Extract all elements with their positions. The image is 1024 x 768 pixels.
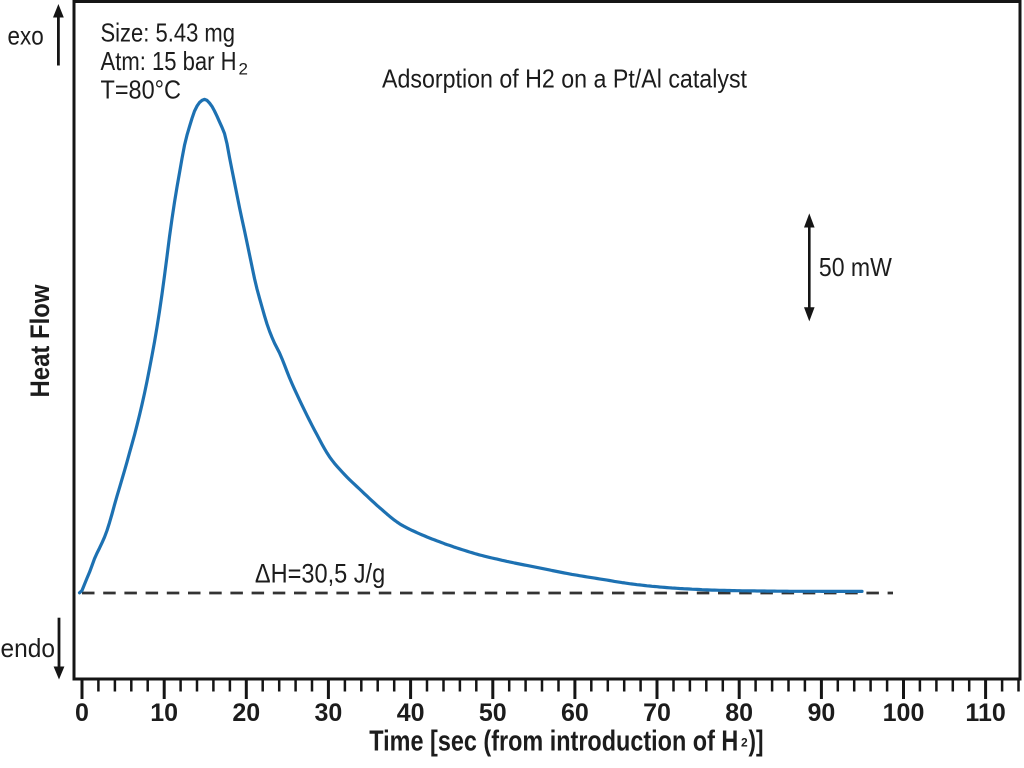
svg-text:exo: exo	[8, 20, 44, 50]
svg-text:2: 2	[239, 60, 248, 79]
svg-text:Heat Flow: Heat Flow	[25, 284, 55, 398]
svg-text:110: 110	[965, 699, 1005, 727]
svg-text:30: 30	[314, 699, 342, 727]
svg-text:70: 70	[643, 699, 671, 727]
svg-text:90: 90	[807, 699, 835, 727]
svg-text:Atm: 15 bar H: Atm: 15 bar H	[101, 46, 237, 76]
svg-text:10: 10	[150, 699, 178, 727]
svg-text:endo: endo	[1, 633, 56, 663]
svg-text:20: 20	[232, 699, 260, 727]
svg-text:0: 0	[75, 699, 89, 727]
svg-text:2: 2	[741, 736, 748, 750]
svg-text:Size: 5.43 mg: Size: 5.43 mg	[101, 18, 236, 48]
svg-text:80: 80	[725, 699, 753, 727]
svg-text:Adsorption of H2 on a Pt/Al ca: Adsorption of H2 on a Pt/Al catalyst	[382, 64, 748, 94]
svg-text:60: 60	[561, 699, 589, 727]
svg-text:ΔH=30,5 J/g: ΔH=30,5 J/g	[255, 558, 385, 588]
svg-text:T=80°C: T=80°C	[101, 74, 182, 104]
svg-text:100: 100	[883, 699, 925, 727]
svg-text:)]: )]	[749, 726, 764, 758]
svg-text:40: 40	[397, 699, 425, 727]
svg-text:Time [sec (from introduction o: Time [sec (from introduction of H	[369, 726, 738, 758]
svg-text:50 mW: 50 mW	[819, 252, 892, 282]
svg-text:50: 50	[479, 699, 507, 727]
